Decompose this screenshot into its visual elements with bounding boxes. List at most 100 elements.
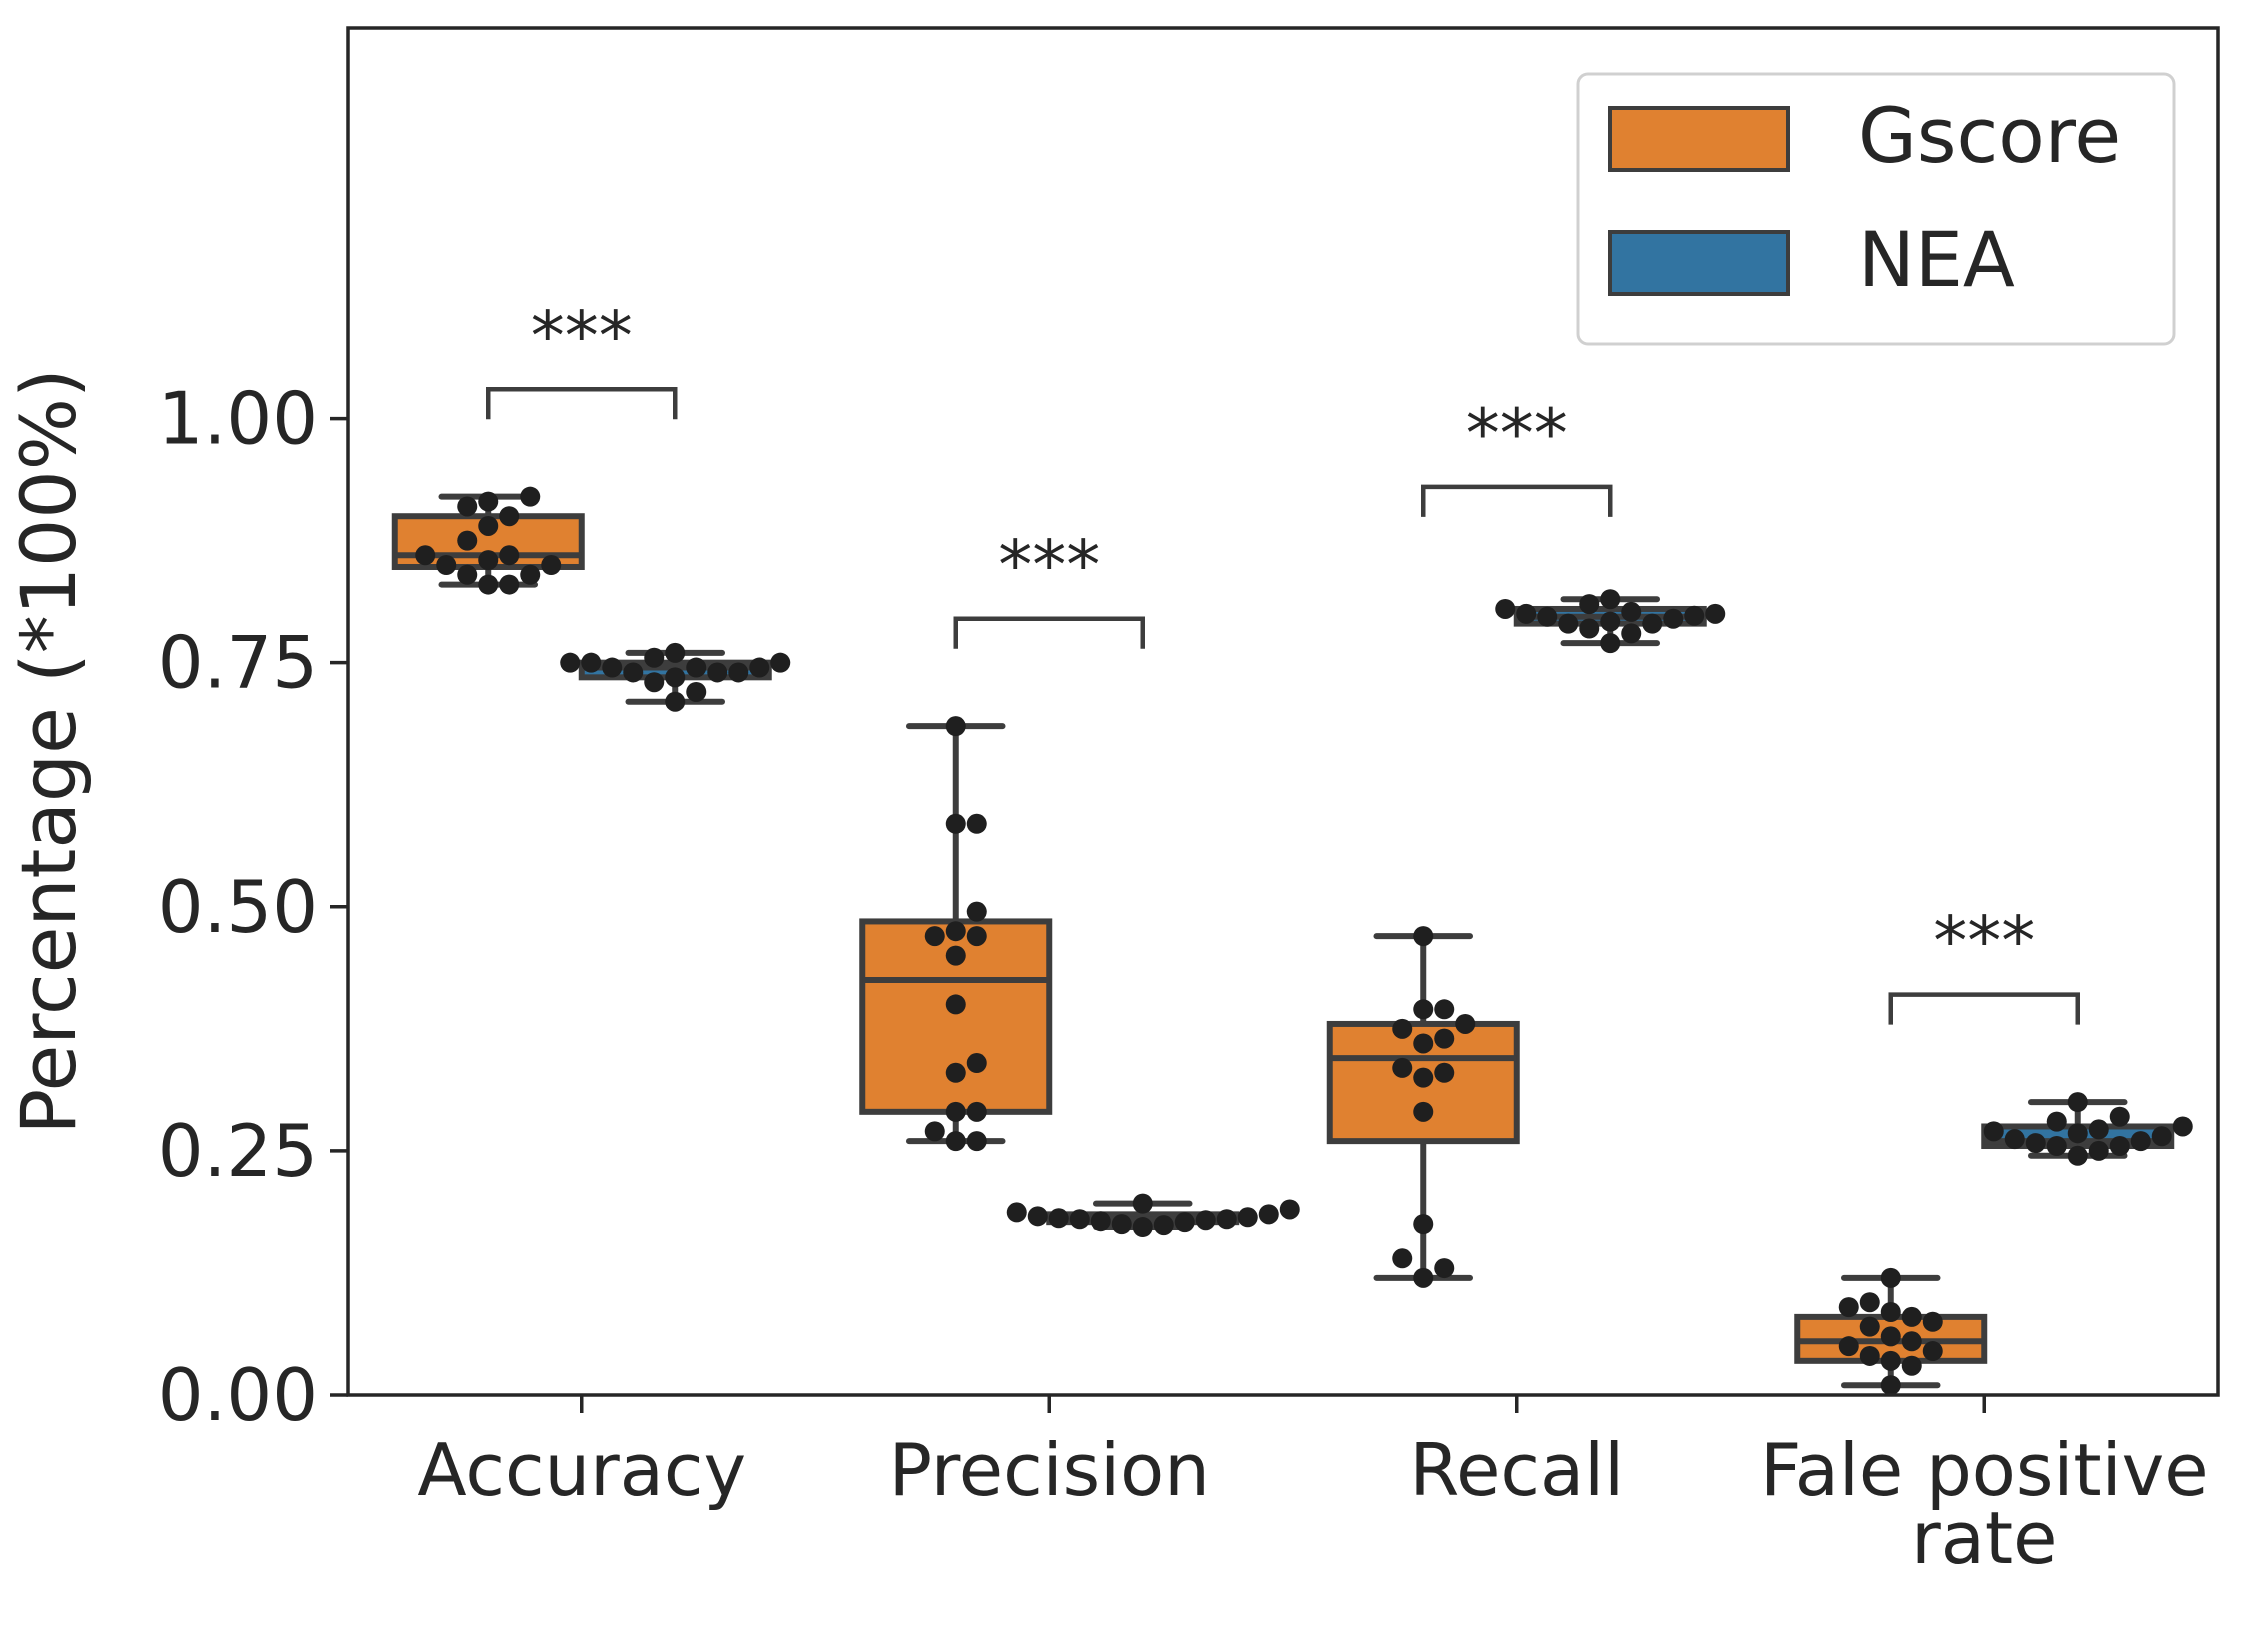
- axes-frame: [346, 26, 2220, 1397]
- data-point: [2046, 1136, 2067, 1157]
- data-point: [1413, 999, 1434, 1020]
- data-point: [1153, 1215, 1174, 1236]
- data-point: [1006, 1202, 1027, 1223]
- data-point: [945, 921, 966, 942]
- data-point: [520, 564, 541, 585]
- data-point: [1579, 594, 1600, 615]
- data-point: [1880, 1326, 1901, 1347]
- data-point: [1859, 1292, 1880, 1313]
- significance-bracket: [953, 616, 1145, 649]
- data-point: [707, 662, 728, 683]
- data-point: [415, 545, 436, 566]
- data-point: [1413, 1214, 1434, 1235]
- data-point: [644, 672, 665, 693]
- data-point: [2004, 1129, 2025, 1150]
- y-tick-label: 1.00: [158, 377, 318, 461]
- data-point: [1434, 1028, 1455, 1049]
- data-point: [1069, 1209, 1090, 1230]
- data-point: [2088, 1140, 2109, 1161]
- x-tick-label: Recall: [1409, 1428, 1624, 1512]
- data-point: [1621, 601, 1642, 622]
- data-point: [665, 691, 686, 712]
- data-point: [1516, 603, 1537, 624]
- data-point: [1048, 1208, 1069, 1229]
- data-point: [945, 813, 966, 834]
- data-point: [2172, 1116, 2193, 1137]
- data-point: [1684, 605, 1705, 626]
- data-point: [924, 1121, 945, 1142]
- y-axis-label: Percentage (*100%): [4, 368, 93, 1134]
- data-point: [1392, 1057, 1413, 1078]
- data-point: [436, 555, 457, 576]
- data-point: [1901, 1355, 1922, 1376]
- data-point: [1392, 1248, 1413, 1269]
- data-point: [1922, 1341, 1943, 1362]
- data-point: [1434, 1062, 1455, 1083]
- data-point: [2025, 1133, 2046, 1154]
- data-point: [1258, 1204, 1279, 1225]
- data-point: [728, 662, 749, 683]
- data-point: [686, 681, 707, 702]
- data-point: [2109, 1136, 2130, 1157]
- data-point: [1859, 1316, 1880, 1337]
- data-point: [478, 491, 499, 512]
- data-point: [1880, 1375, 1901, 1396]
- data-point: [1880, 1267, 1901, 1288]
- data-point: [1537, 606, 1558, 627]
- x-tick-label: Precision: [889, 1428, 1210, 1512]
- data-point: [1132, 1193, 1153, 1214]
- data-point: [945, 1062, 966, 1083]
- significance-bracket: [1421, 484, 1613, 517]
- data-point: [1434, 999, 1455, 1020]
- data-point: [1434, 1258, 1455, 1279]
- data-point: [1392, 1018, 1413, 1039]
- data-point: [966, 1053, 987, 1074]
- data-point: [1880, 1350, 1901, 1371]
- data-point: [2109, 1106, 2130, 1127]
- data-point: [1111, 1214, 1132, 1235]
- data-point: [1880, 1302, 1901, 1323]
- legend-swatch: [1608, 230, 1790, 296]
- data-point: [924, 926, 945, 947]
- data-point: [541, 555, 562, 576]
- data-point: [1413, 1267, 1434, 1288]
- data-point: [966, 901, 987, 922]
- data-point: [2067, 1145, 2088, 1166]
- data-point: [749, 657, 770, 678]
- data-point: [1413, 1033, 1434, 1054]
- data-point: [457, 496, 478, 517]
- y-tick-label: 0.50: [158, 865, 318, 949]
- data-point: [2067, 1123, 2088, 1144]
- data-point: [945, 1101, 966, 1122]
- data-point: [945, 994, 966, 1015]
- data-point: [644, 647, 665, 668]
- data-point: [2088, 1119, 2109, 1140]
- data-point: [1901, 1306, 1922, 1327]
- data-point: [1027, 1206, 1048, 1227]
- data-point: [1090, 1211, 1111, 1232]
- data-point: [520, 486, 541, 507]
- data-point: [1983, 1121, 2004, 1142]
- data-point: [966, 813, 987, 834]
- legend: Gscore NEA: [1576, 72, 2176, 346]
- data-point: [686, 657, 707, 678]
- legend-swatch: [1608, 106, 1790, 172]
- data-point: [478, 550, 499, 571]
- significance-label: ***: [1466, 395, 1568, 474]
- y-tick-label: 0.25: [158, 1109, 318, 1193]
- x-tick-label: Accuracy: [417, 1428, 746, 1512]
- data-point: [1600, 611, 1621, 632]
- data-point: [2046, 1111, 2067, 1132]
- data-point: [499, 574, 520, 595]
- data-point: [945, 1131, 966, 1152]
- data-point: [1174, 1212, 1195, 1233]
- data-point: [2151, 1126, 2172, 1147]
- data-point: [1705, 603, 1726, 624]
- data-point: [1413, 1101, 1434, 1122]
- data-point: [1558, 613, 1579, 634]
- data-point: [1455, 1013, 1476, 1034]
- y-tick-label: 0.75: [158, 621, 318, 705]
